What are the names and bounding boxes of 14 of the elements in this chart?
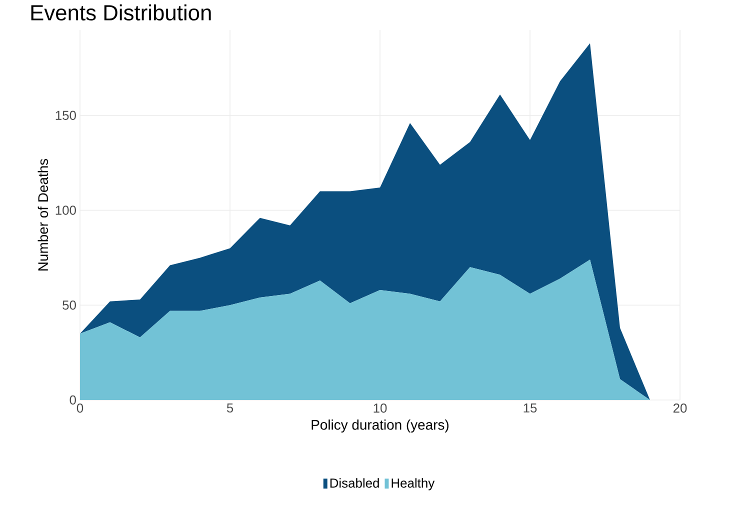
legend-label: Disabled [330,478,379,488]
y-tick-label: 0 [70,395,76,405]
x-tick-label: 0 [76,404,84,413]
legend-label: Healthy [392,478,435,490]
x-tick-label: 5 [226,404,234,413]
chart-title: Events Distribution [31,4,211,21]
x-tick-label: 15 [524,404,537,413]
x-tick-label: 10 [374,404,387,413]
y-tick-label: 50 [62,300,76,310]
y-tick-label: 100 [56,206,76,215]
y-tick-label: 150 [56,110,76,120]
x-tick-label: 20 [673,404,687,413]
y-axis-title: Number of Deaths [38,158,48,270]
x-axis-title: Policy duration (years) [312,420,448,433]
